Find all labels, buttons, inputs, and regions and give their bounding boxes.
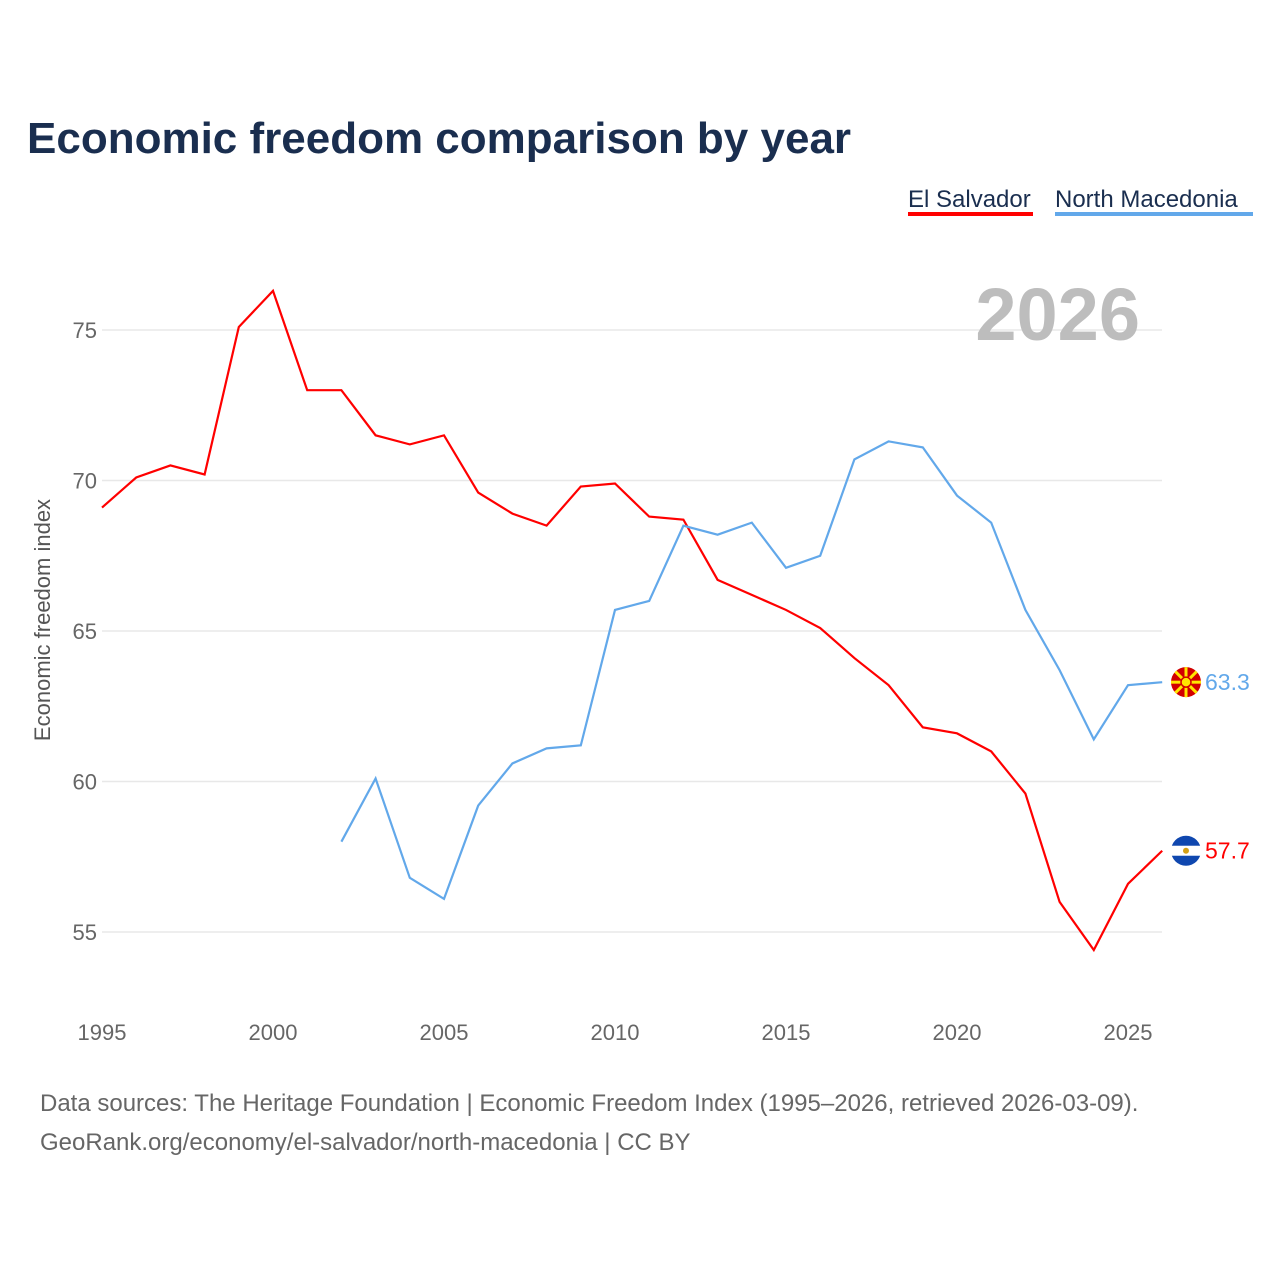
end-labels: 57.7 63.3 [1171, 667, 1250, 866]
y-tick-label: 70 [73, 469, 97, 494]
legend-swatch [1055, 212, 1253, 216]
footer-link[interactable]: GeoRank.org/economy/el-salvador/north-ma… [40, 1129, 691, 1156]
series-lines [101, 288, 1163, 953]
y-tick-label: 55 [73, 920, 97, 945]
flag-north-macedonia-icon [1171, 667, 1201, 698]
end-value-label: 63.3 [1205, 669, 1250, 695]
legend-item-north-macedonia[interactable]: North Macedonia [1055, 186, 1238, 213]
x-tick-label: 2000 [249, 1020, 298, 1045]
y-tick-label: 60 [73, 770, 97, 795]
x-tick-label: 2015 [762, 1020, 811, 1045]
footer-source: Data sources: The Heritage Foundation | … [40, 1090, 1138, 1117]
x-tick-label: 1995 [78, 1020, 127, 1045]
y-axis-label: Economic freedom index [30, 499, 55, 741]
x-tick-label: 2010 [591, 1020, 640, 1045]
x-tick-label: 2020 [933, 1020, 982, 1045]
legend-item-el-salvador[interactable]: El Salvador [908, 186, 1031, 213]
series-line-north-macedonia [340, 440, 1163, 901]
flag-el-salvador-icon [1171, 835, 1201, 866]
legend-swatch [908, 212, 1033, 216]
series-line-el-salvador [101, 288, 1163, 953]
year-watermark: 2026 [975, 273, 1140, 356]
x-tick-label: 2005 [420, 1020, 469, 1045]
chart-title: Economic freedom comparison by year [27, 114, 851, 163]
grid: 55 60 65 70 75 1995 2000 2005 2010 2015 2020 2025 [73, 318, 1162, 1045]
legend: El Salvador North Macedonia [908, 186, 1253, 216]
y-tick-label: 75 [73, 318, 97, 343]
y-tick-label: 65 [73, 619, 97, 644]
x-tick-label: 2025 [1104, 1020, 1153, 1045]
end-value-label: 57.7 [1205, 838, 1250, 864]
